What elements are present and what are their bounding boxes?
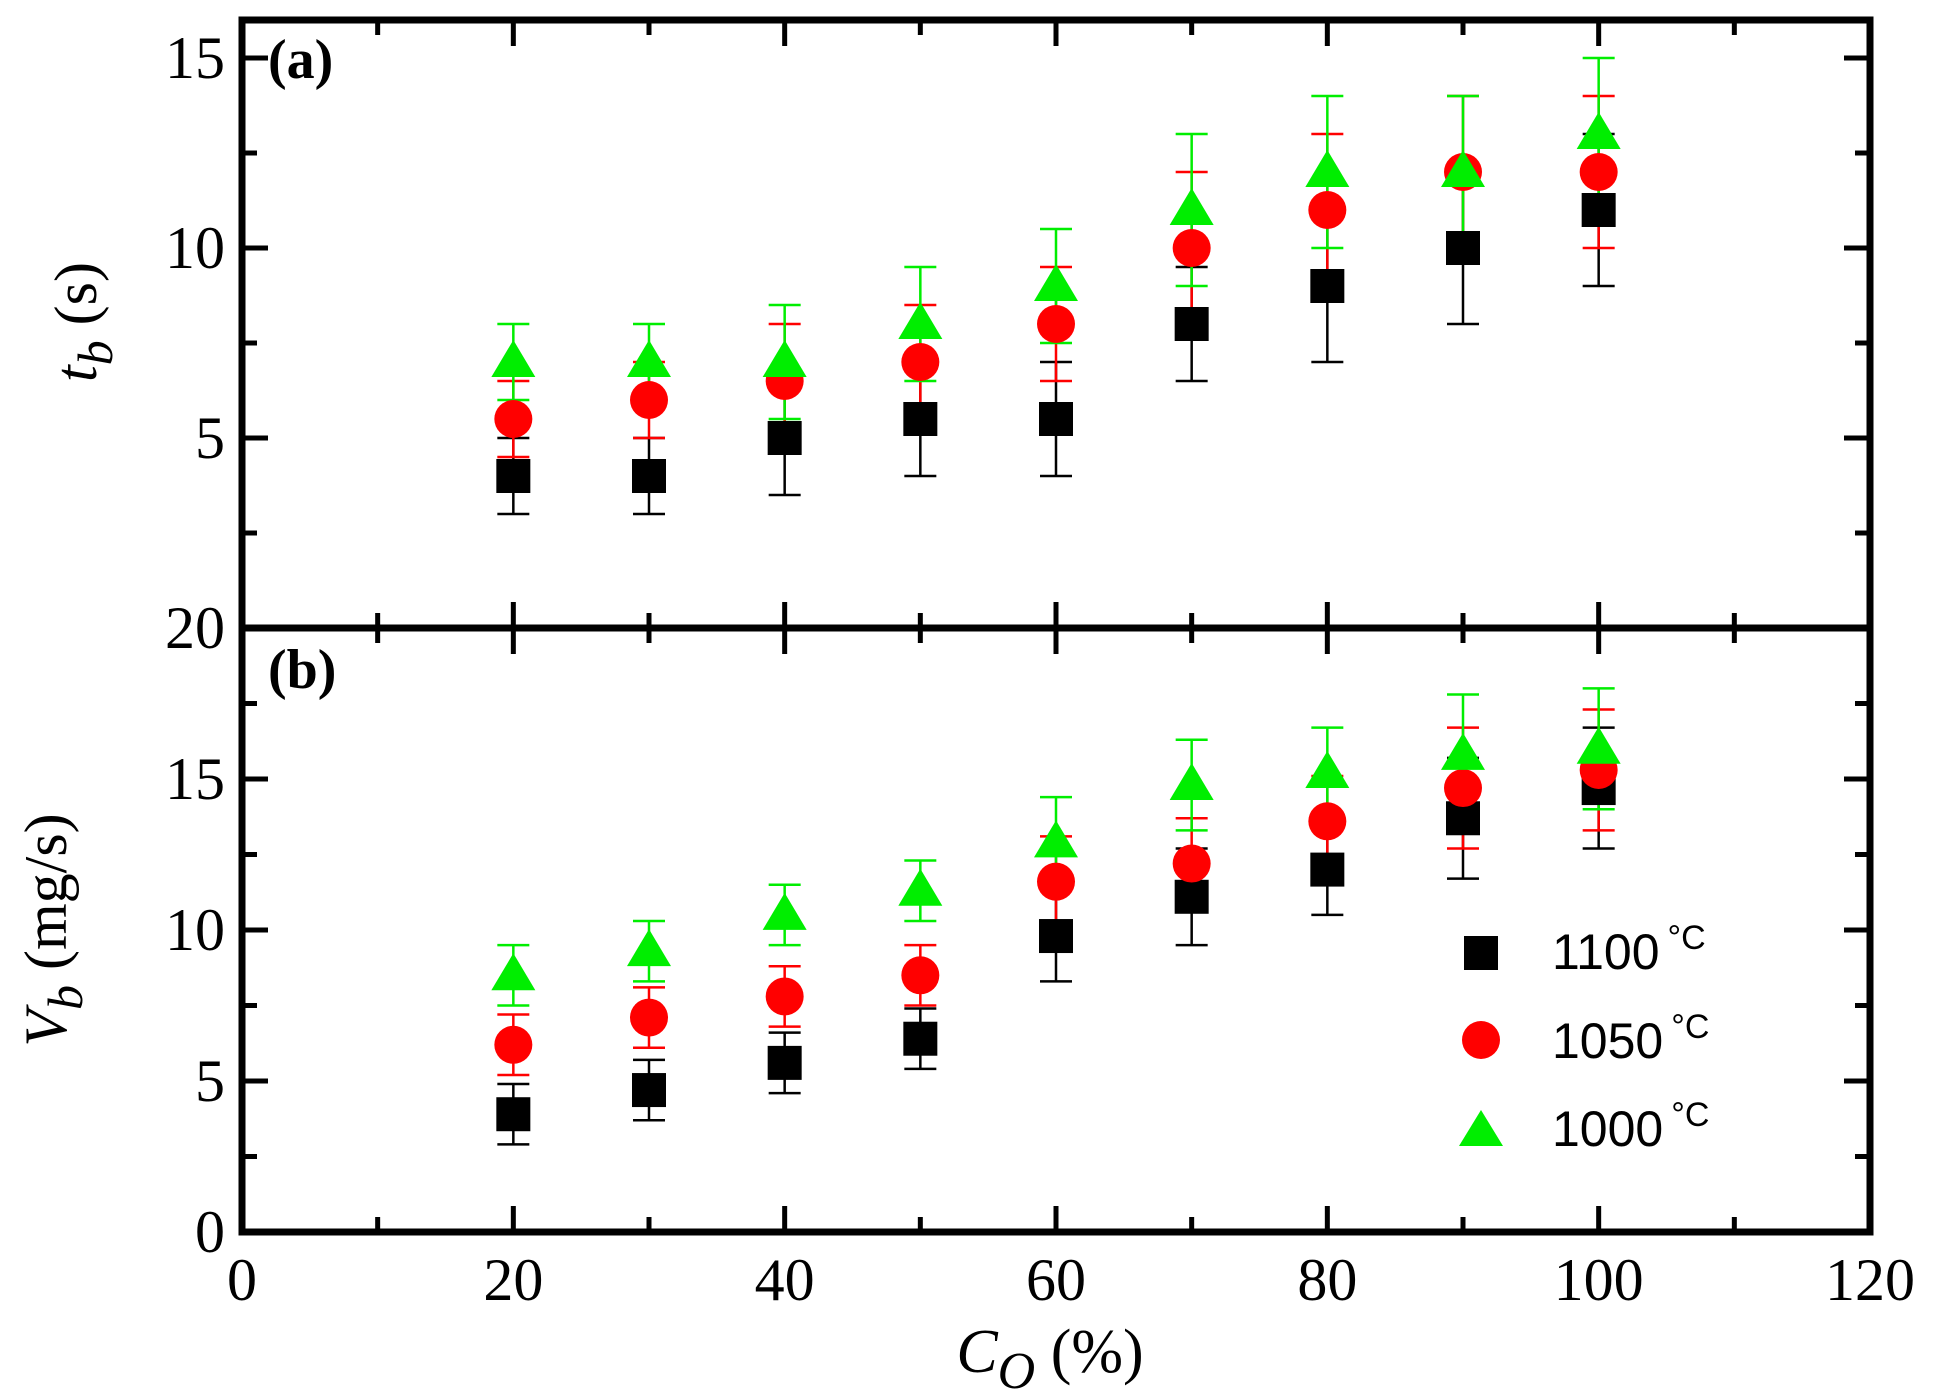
panel-b-y-tick-label: 0 (195, 1199, 225, 1265)
panel-b-ylabel-sub: b (37, 985, 93, 1010)
panel-a-y-axis-label: tb (s) (43, 262, 123, 382)
panel-a-point-1000 (491, 340, 536, 377)
panel-a-point-1100 (496, 459, 531, 493)
panel-b-point-1000 (1169, 763, 1214, 801)
panel-b-point-1100 (496, 1097, 531, 1132)
panel-a-ylabel-var: t (43, 364, 109, 382)
panel-b-y-tick-label: 15 (165, 746, 225, 812)
panel-a-point-1050 (1579, 153, 1618, 191)
panel-b-y-tick-label: 20 (165, 595, 225, 661)
x-tick-label: 20 (483, 1247, 543, 1313)
panel-b-point-1100 (1039, 919, 1073, 954)
legend-unit-1050: °C (1671, 1008, 1709, 1046)
panel-b-point-1000 (1034, 820, 1078, 858)
panel-a-point-1100 (1310, 269, 1345, 303)
panel-a-point-1000 (1034, 264, 1078, 301)
panel-b-point-1050 (630, 998, 668, 1037)
panel-a-y-tick-label: 5 (195, 405, 225, 471)
panel-a-point-1100 (1174, 307, 1209, 341)
panel-a-point-1000 (1441, 150, 1485, 187)
panel-a-point-1000 (1305, 150, 1350, 187)
panel-a-point-1050 (1037, 305, 1075, 343)
panel-b-ylabel-unit: (mg/s) (13, 813, 79, 985)
legend-label-1050: 1050 °C (1552, 1008, 1709, 1069)
legend-unit-1100: °C (1668, 919, 1706, 957)
panel-b-point-1100 (1174, 879, 1209, 914)
panel-b-point-1050 (1037, 862, 1075, 901)
panel-b-point-1050 (1172, 844, 1211, 883)
legend-marker-1000 (1459, 1110, 1503, 1146)
panel-a-point-1000 (898, 302, 943, 339)
panel-a-point-1100 (1581, 193, 1616, 227)
panel-b-point-1100 (632, 1073, 666, 1108)
legend-marker-1100 (1464, 936, 1498, 970)
panel-a-point-1100 (632, 459, 666, 493)
panel-b-point-1100 (1310, 852, 1345, 887)
panel-b-point-1000 (627, 929, 671, 967)
panel-a-point-1050 (1172, 229, 1211, 267)
panel-a-point-1050 (494, 400, 533, 438)
panel-b-point-1050 (1444, 769, 1482, 808)
x-tick-label: 0 (227, 1247, 257, 1313)
panel-a-point-1000 (1169, 188, 1214, 225)
panel-b-frame (238, 624, 1874, 1236)
panel-b-ylabel-var: V (13, 1004, 79, 1047)
panel-b-point-1100 (767, 1045, 802, 1080)
legend-value-1050: 1050 (1552, 1013, 1663, 1069)
legend: 1100 °C 1050 °C 1000 °C (1459, 919, 1709, 1157)
panel-b-point-1050 (901, 956, 940, 995)
panel-b-y-tick-label: 5 (195, 1048, 225, 1114)
panel-a-ylabel-sub: b (67, 340, 123, 365)
panel-a-y-tick-label: 15 (165, 25, 225, 91)
x-label-unit: (%) (1035, 1318, 1143, 1386)
panel-b-y-tick-label: 10 (165, 897, 225, 963)
legend-value-1100: 1100 (1552, 924, 1660, 980)
x-tick-label: 80 (1297, 1247, 1357, 1313)
panel-b-point-1050 (1308, 802, 1347, 841)
x-tick-label: 120 (1825, 1247, 1915, 1313)
panel-b-point-1000 (1576, 726, 1621, 764)
panel-a-point-1100 (1446, 231, 1480, 265)
panel-a-point-1000 (1576, 112, 1621, 149)
legend-label-1000: 1000 °C (1552, 1096, 1709, 1157)
x-tick-label: 40 (755, 1247, 815, 1313)
panel-a-chart: (a) tb (s) 5 10 15 (43, 16, 1874, 632)
panel-b-point-1000 (1305, 750, 1350, 788)
panel-a-point-1100 (767, 421, 802, 455)
panel-a-y-tick-label: 10 (165, 215, 225, 281)
panel-b-point-1050 (765, 977, 804, 1016)
x-tick-label: 60 (1026, 1247, 1086, 1313)
panel-b-point-1100 (903, 1021, 938, 1056)
panel-a-ylabel-unit: (s) (43, 262, 109, 340)
x-label-sub: O (998, 1343, 1036, 1394)
panel-a-point-1000 (762, 340, 807, 377)
x-axis: 0 20 40 60 80 100 120 (227, 1247, 1915, 1313)
legend-marker-1050 (1462, 1021, 1500, 1059)
panel-b-point-1000 (1441, 732, 1485, 770)
panel-b-y-axis-label: Vb (mg/s) (13, 813, 93, 1046)
panel-a-point-1050 (901, 343, 940, 381)
panel-a-point-1100 (903, 402, 938, 436)
x-axis-label: CO (%) (956, 1318, 1143, 1394)
panel-b-point-1000 (898, 868, 943, 906)
panel-b-label: (b) (268, 639, 336, 701)
panel-a-point-1100 (1039, 402, 1073, 436)
panel-b-point-1000 (491, 953, 536, 991)
legend-value-1000: 1000 (1552, 1101, 1663, 1157)
panel-b-chart: (b) Vb (mg/s) 1100 °C 1050 °C 1000 °C 05101… (13, 595, 1874, 1265)
panel-a-label: (a) (268, 29, 333, 91)
panel-b-point-1000 (762, 892, 807, 930)
x-tick-label: 100 (1554, 1247, 1644, 1313)
panel-a-point-1050 (1308, 191, 1347, 229)
legend-unit-1000: °C (1671, 1096, 1709, 1134)
x-label-var: C (956, 1318, 998, 1386)
panel-a-point-1050 (630, 381, 668, 419)
legend-label-1100: 1100 °C (1552, 919, 1706, 980)
panel-a-point-1000 (627, 340, 671, 377)
panel-b-point-1050 (494, 1025, 533, 1064)
